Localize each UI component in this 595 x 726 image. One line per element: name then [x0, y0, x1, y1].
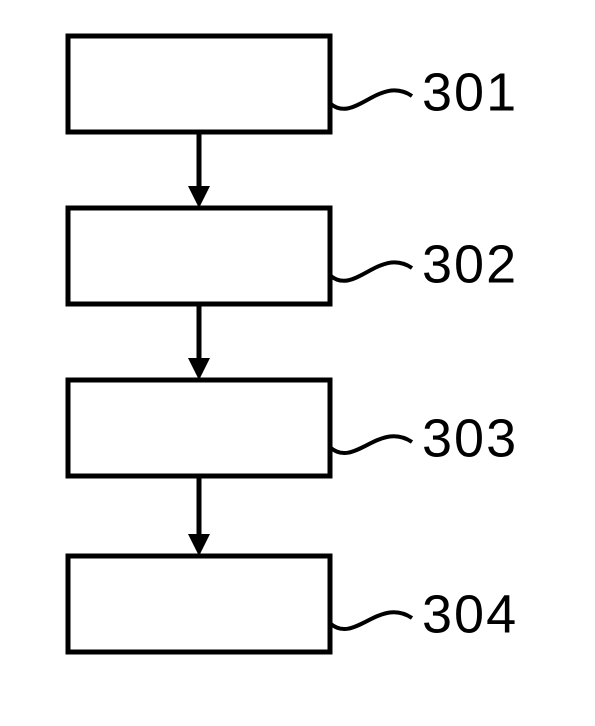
leader-line-n2	[330, 262, 412, 280]
flow-node-n4	[68, 556, 330, 652]
leader-line-n3	[330, 436, 412, 453]
flow-node-n3	[68, 380, 330, 476]
flow-arrow-head-1	[188, 358, 210, 380]
node-label-n4: 304	[422, 584, 518, 644]
node-label-n2: 302	[422, 234, 518, 294]
flow-node-n2	[68, 208, 330, 304]
leader-line-n1	[330, 90, 412, 108]
flow-arrow-head-0	[188, 186, 210, 208]
flowchart-canvas: 301 302 303 304	[0, 0, 595, 726]
flow-arrow-head-2	[188, 534, 210, 556]
leader-line-n4	[330, 612, 412, 629]
node-label-n3: 303	[422, 408, 518, 468]
flow-node-n1	[68, 36, 330, 132]
node-label-n1: 301	[422, 62, 518, 122]
